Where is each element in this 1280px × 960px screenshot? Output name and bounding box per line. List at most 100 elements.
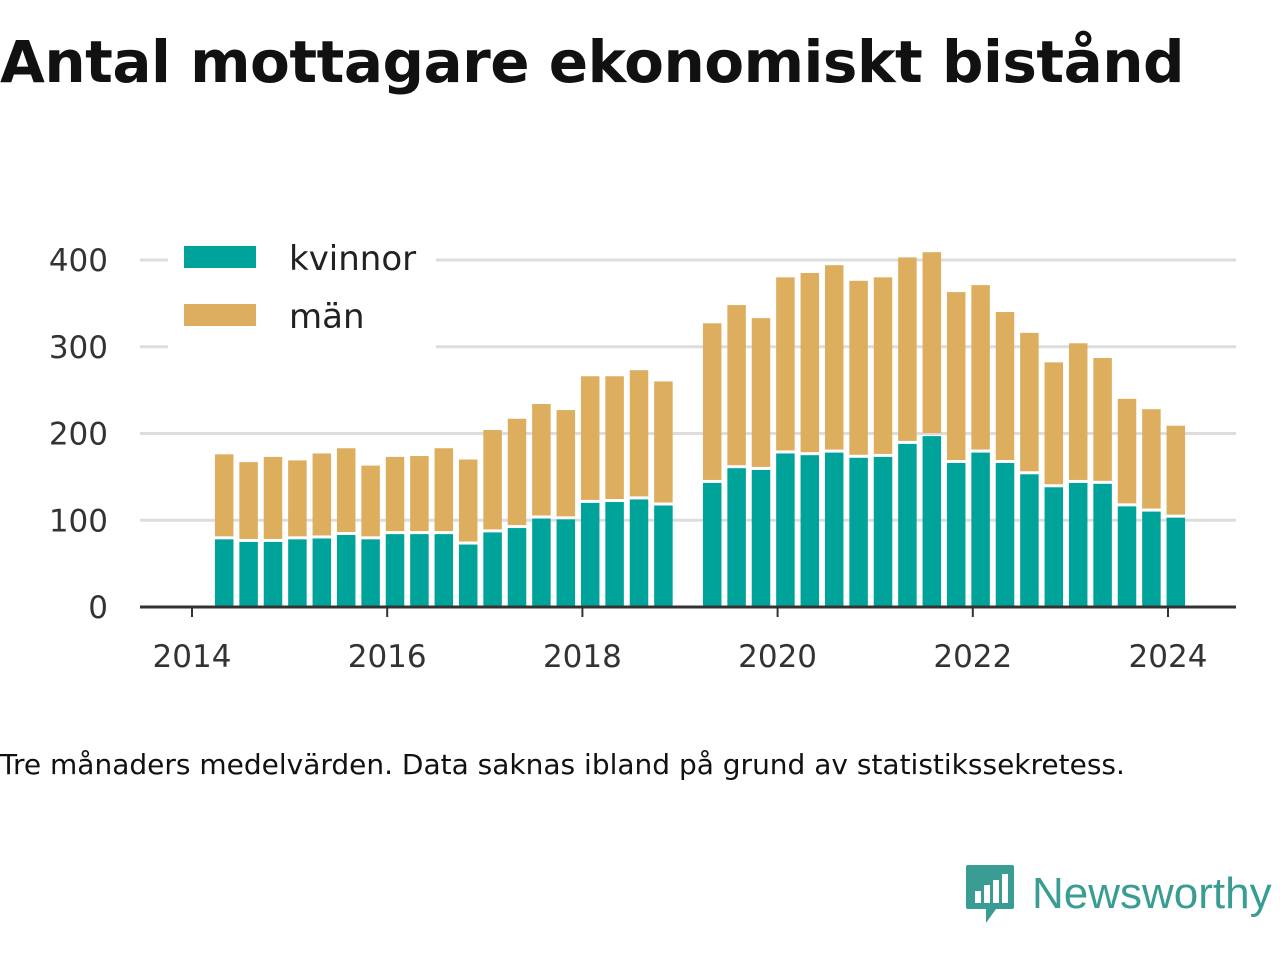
bar-man [1020,332,1039,472]
bar-man [1142,409,1161,509]
bar-kvinnor [336,534,356,607]
bar-man [580,376,600,500]
bar-kvinnor [361,539,380,607]
bar-man [995,312,1015,460]
bar-kvinnor [605,502,624,607]
bar-man [1093,358,1112,481]
bar-kvinnor [873,456,893,607]
y-tick-label: 400 [49,243,108,279]
bar-kvinnor [507,528,527,607]
bar-kvinnor [239,541,258,607]
legend-label-man: män [289,297,365,337]
bar-man [898,257,917,441]
bar-man [922,252,942,434]
x-tick-label: 2014 [153,639,232,675]
y-tick-label: 200 [49,417,108,453]
bar-man [263,456,283,539]
bar-man [434,448,454,532]
bar-kvinnor [898,443,917,607]
chart-title: Antal mottagare ekonomiskt bistånd [0,28,1185,96]
bar-kvinnor [727,468,746,607]
bar-man [776,277,795,451]
bar-kvinnor [434,534,454,607]
bar-man [727,305,746,466]
y-axis-ticks: 0 100 200 300 400 [49,243,108,626]
bar-man [483,430,502,530]
bar-kvinnor [580,502,600,607]
bar-kvinnor [1020,474,1039,607]
x-tick-label: 2022 [933,639,1012,675]
x-tick-label: 2016 [348,639,427,675]
bar-kvinnor [971,452,990,607]
bar-man [1044,362,1064,485]
bar-kvinnor [1166,517,1186,607]
bar-kvinnor [702,482,722,607]
bar-man [1068,343,1088,480]
bar-kvinnor [1142,511,1161,607]
bar-man [824,265,844,450]
bar-kvinnor [410,534,429,607]
bar-kvinnor [654,505,673,607]
bar-man [654,381,673,503]
bar-kvinnor [1068,482,1088,607]
bar-kvinnor [1044,487,1064,607]
y-tick-label: 0 [88,590,108,626]
bar-man [336,448,356,532]
bar-kvinnor [288,539,307,607]
bar-kvinnor [214,539,234,607]
bar-kvinnor [776,453,795,607]
x-tick-label: 2018 [543,639,622,675]
legend-swatch-kvinnor [184,246,256,268]
bar-man [1166,425,1186,515]
stacked-bar-chart: 0 100 200 300 400 2014 2016 2018 2020 2022 2024 k… [49,239,1236,675]
bar-man [849,280,868,455]
bar-kvinnor [556,519,576,607]
brand-logo: Newsworthy [964,862,1272,926]
x-tick-label: 2024 [1129,639,1208,675]
y-tick-label: 100 [49,503,108,539]
bar-kvinnor [312,538,332,607]
bar-kvinnor [1093,483,1112,607]
bar-man [629,370,649,497]
bar-man [239,462,258,539]
bar-man [532,404,551,516]
bar-man [507,418,527,526]
newsworthy-logo-icon [966,865,1014,923]
bar-man [410,456,429,532]
bar-man [946,292,966,460]
bar-kvinnor [946,462,966,607]
bar-man [385,456,405,532]
x-axis-ticks: 2014 2016 2018 2020 2022 2024 [153,607,1208,675]
bar-man [288,460,307,537]
bar-kvinnor [995,462,1015,607]
bar-kvinnor [849,457,868,607]
bar-kvinnor [751,469,771,607]
bar-kvinnor [458,544,478,607]
bar-man [800,273,820,453]
bar-kvinnor [385,534,405,607]
bar-kvinnor [922,436,942,607]
bar-kvinnor [629,499,649,607]
bar-kvinnor [483,532,502,607]
bar-man [1117,398,1137,504]
y-tick-label: 300 [49,330,108,366]
bar-kvinnor [800,455,820,607]
bar-man [751,318,771,467]
legend-swatch-man [184,304,256,326]
bars [214,252,1186,607]
footnote: Tre månaders medelvärden. Data saknas ib… [0,748,1125,781]
bar-man [971,285,990,450]
bar-man [361,465,380,537]
bar-man [702,323,722,480]
bar-man [873,277,893,454]
bar-man [556,410,576,517]
bar-kvinnor [263,541,283,607]
bar-kvinnor [532,518,551,607]
bar-man [458,459,478,542]
bar-man [605,376,624,500]
bar-man [214,454,234,537]
bar-man [312,453,332,536]
x-tick-label: 2020 [738,639,817,675]
brand-name: Newsworthy [1032,869,1272,918]
legend-label-kvinnor: kvinnor [289,239,416,279]
